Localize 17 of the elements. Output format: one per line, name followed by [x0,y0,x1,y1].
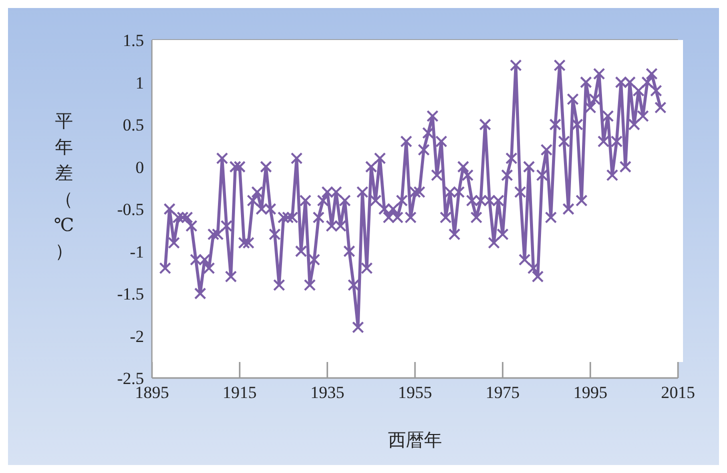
y-tick-label: 0.5 [122,116,144,135]
x-tick-label: 1895 [135,383,169,402]
x-tick-label: 1995 [573,383,608,402]
y-axis-title: 平年差（℃） [52,110,76,263]
y-tick-label: -0.5 [117,200,144,220]
x-tick-label: 1975 [486,383,520,402]
y-tick-label: -1.5 [117,284,144,304]
y-tick-label: 0 [136,158,144,177]
x-axis-title: 西暦年 [388,429,442,452]
x-tick-label: 1935 [310,383,344,402]
y-tick-label: 1 [136,73,144,92]
y-tick-label: -1 [130,242,144,262]
x-tick-label: 2015 [661,383,695,402]
y-tick-label: -2 [130,326,144,346]
y-tick-label: 1.5 [122,31,144,50]
x-tick-label: 1915 [222,383,257,402]
x-tick-label: 1955 [398,383,432,402]
